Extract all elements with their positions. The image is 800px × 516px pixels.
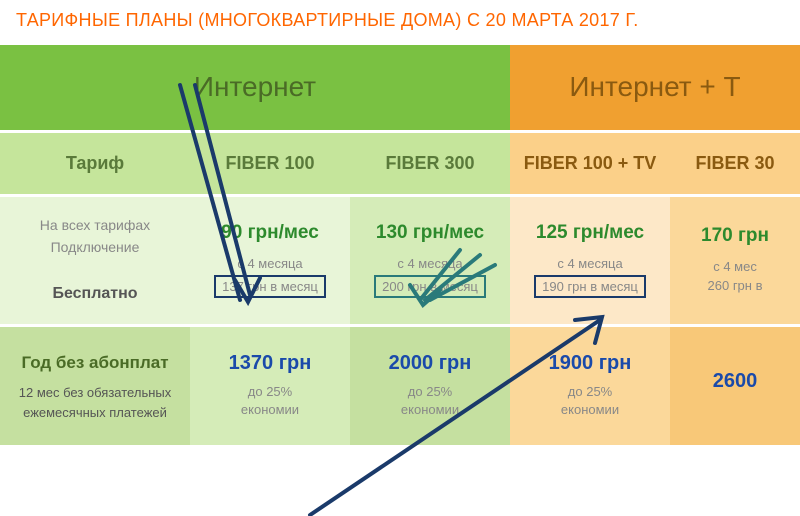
price-main: 170 грн	[670, 225, 800, 247]
price-period: с 4 месяца	[350, 254, 510, 274]
annual-sub2: економии	[510, 401, 670, 419]
category-row: Интернет Интернет + Т	[0, 45, 800, 131]
annual-left-bold: Год без абонплат	[8, 350, 182, 376]
header-fiber100tv: FIBER 100 + TV	[510, 131, 670, 195]
header-fiber300: FIBER 300	[350, 131, 510, 195]
header-fiber100: FIBER 100	[190, 131, 350, 195]
tariff-header-row: Тариф FIBER 100 FIBER 300 FIBER 100 + TV…	[0, 131, 800, 195]
price-boxed: 260 грн в	[670, 276, 800, 296]
left-bold: Бесплатно	[52, 285, 137, 302]
category-internet-tv: Интернет + Т	[510, 45, 800, 131]
annual-price: 1900 грн	[510, 352, 670, 375]
left-line2: Подключение	[51, 239, 140, 255]
price-period: с 4 мес	[670, 257, 800, 277]
annual-left: Год без абонплат 12 мес без обязательных…	[0, 325, 190, 445]
price-boxed: 137 грн в месяц	[214, 275, 326, 298]
price-fiber300: 130 грн/мес с 4 месяца 200 грн в месяц	[350, 195, 510, 325]
annual-left-sub: 12 мес без обязательных ежемесячных плат…	[19, 385, 172, 420]
price-boxed: 190 грн в месяц	[534, 275, 646, 298]
left-line1: На всех тарифах	[40, 217, 150, 233]
annual-sub2: економии	[350, 401, 510, 419]
annual-sub1: до 25%	[510, 383, 670, 401]
annual-fiber100: 1370 грн до 25% економии	[190, 325, 350, 445]
header-fiber300tv: FIBER 30	[670, 131, 800, 195]
price-fiber300tv: 170 грн с 4 мес 260 грн в	[670, 195, 800, 325]
annual-price: 1370 грн	[190, 352, 350, 375]
header-tariff: Тариф	[0, 131, 190, 195]
price-left: На всех тарифах Подключение Бесплатно	[0, 195, 190, 325]
annual-sub1: до 25%	[350, 383, 510, 401]
category-internet: Интернет	[0, 45, 510, 131]
price-period: с 4 месяца	[190, 254, 350, 274]
price-main: 90 грн/мес	[190, 222, 350, 244]
annual-row: Год без абонплат 12 мес без обязательных…	[0, 325, 800, 445]
annual-price: 2600	[670, 370, 800, 393]
price-main: 125 грн/мес	[510, 222, 670, 244]
annual-price: 2000 грн	[350, 352, 510, 375]
annual-fiber300tv: 2600	[670, 325, 800, 445]
price-fiber100: 90 грн/мес с 4 месяца 137 грн в месяц	[190, 195, 350, 325]
annual-sub2: економии	[190, 401, 350, 419]
annual-fiber300: 2000 грн до 25% економии	[350, 325, 510, 445]
price-main: 130 грн/мес	[350, 222, 510, 244]
price-period: с 4 месяца	[510, 254, 670, 274]
price-boxed: 200 грн в месяц	[374, 275, 486, 298]
annual-sub1: до 25%	[190, 383, 350, 401]
page-title: ТАРИФНЫЕ ПЛАНЫ (МНОГОКВАРТИРНЫЕ ДОМА) С …	[0, 0, 800, 45]
price-fiber100tv: 125 грн/мес с 4 месяца 190 грн в месяц	[510, 195, 670, 325]
annual-fiber100tv: 1900 грн до 25% економии	[510, 325, 670, 445]
tariff-table: Интернет Интернет + Т Тариф FIBER 100 FI…	[0, 45, 800, 445]
price-row: На всех тарифах Подключение Бесплатно 90…	[0, 195, 800, 325]
